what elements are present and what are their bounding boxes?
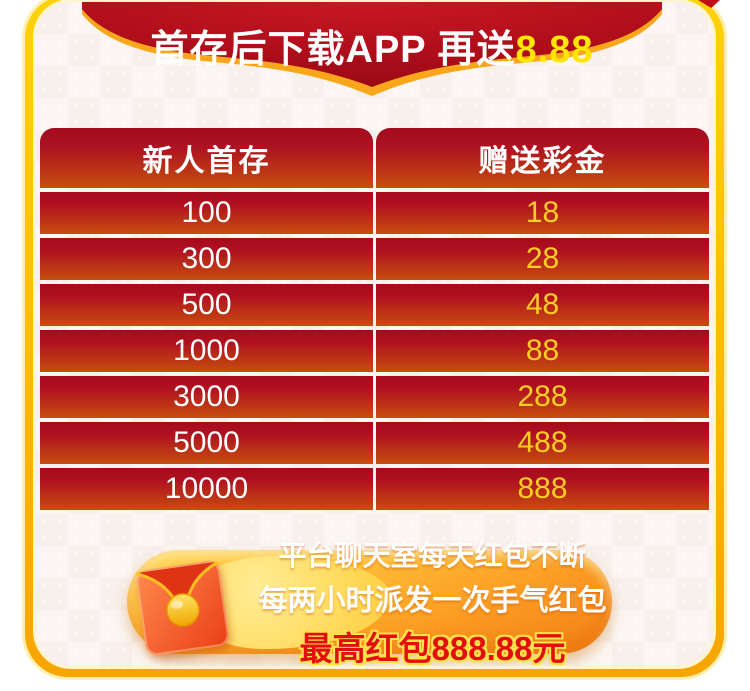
banner-ribbon-shape	[82, 2, 662, 96]
promo-text-block: 平台聊天室每天红包不断 每两小时派发一次手气红包 最高红包888.88元	[259, 540, 607, 666]
deposit-cell: 5000	[40, 422, 373, 464]
table-row: 5000 488	[40, 422, 709, 464]
gold-frame: 首存后下载APP 再送8.88 新人首存 赠送彩金 100 18 300	[22, 0, 727, 680]
deposit-cell: 300	[40, 238, 373, 280]
column-header-bonus: 赠送彩金	[376, 128, 709, 188]
deposit-cell: 10000	[40, 468, 373, 510]
gold-frame-inner: 首存后下载APP 再送8.88 新人首存 赠送彩金 100 18 300	[33, 0, 716, 669]
column-header-deposit: 新人首存	[40, 128, 373, 188]
deposit-table: 新人首存 赠送彩金 100 18 300 28 500 48	[40, 128, 709, 510]
bonus-cell: 888	[376, 468, 709, 510]
banner-title-highlight: 8.88	[515, 29, 594, 71]
table-header-row: 新人首存 赠送彩金	[40, 128, 709, 188]
top-banner[interactable]: 首存后下载APP 再送8.88	[82, 2, 662, 117]
promo-line1: 平台聊天室每天红包不断	[278, 540, 587, 571]
corner-ribbon-sliver	[698, 0, 720, 8]
banner-title: 首存后下载APP 再送8.88	[82, 18, 662, 73]
deposit-cell: 1000	[40, 330, 373, 372]
gold-frame-band: 首存后下载APP 再送8.88 新人首存 赠送彩金 100 18 300	[25, 0, 724, 677]
table-row: 100 18	[40, 192, 709, 234]
banner-title-text: 首存后下载APP 再送	[150, 29, 516, 71]
promo-line3: 最高红包888.88元	[299, 630, 566, 666]
deposit-cell: 100	[40, 192, 373, 234]
table-row: 10000 888	[40, 468, 709, 510]
content-panel: 首存后下载APP 再送8.88 新人首存 赠送彩金 100 18 300	[36, 2, 713, 666]
bonus-cell: 488	[376, 422, 709, 464]
table-row: 1000 88	[40, 330, 709, 372]
bonus-cell: 48	[376, 284, 709, 326]
bonus-cell: 288	[376, 376, 709, 418]
bonus-cell: 88	[376, 330, 709, 372]
red-packet-promo-banner[interactable]: 平台聊天室每天红包不断 每两小时派发一次手气红包 最高红包888.88元	[127, 540, 612, 666]
bonus-cell: 28	[376, 238, 709, 280]
table-row: 500 48	[40, 284, 709, 326]
table-row: 300 28	[40, 238, 709, 280]
table-row: 3000 288	[40, 376, 709, 418]
deposit-cell: 500	[40, 284, 373, 326]
promo-line2: 每两小时派发一次手气红包	[258, 585, 607, 617]
red-envelope-icon	[127, 547, 236, 661]
bonus-cell: 18	[376, 192, 709, 234]
deposit-cell: 3000	[40, 376, 373, 418]
